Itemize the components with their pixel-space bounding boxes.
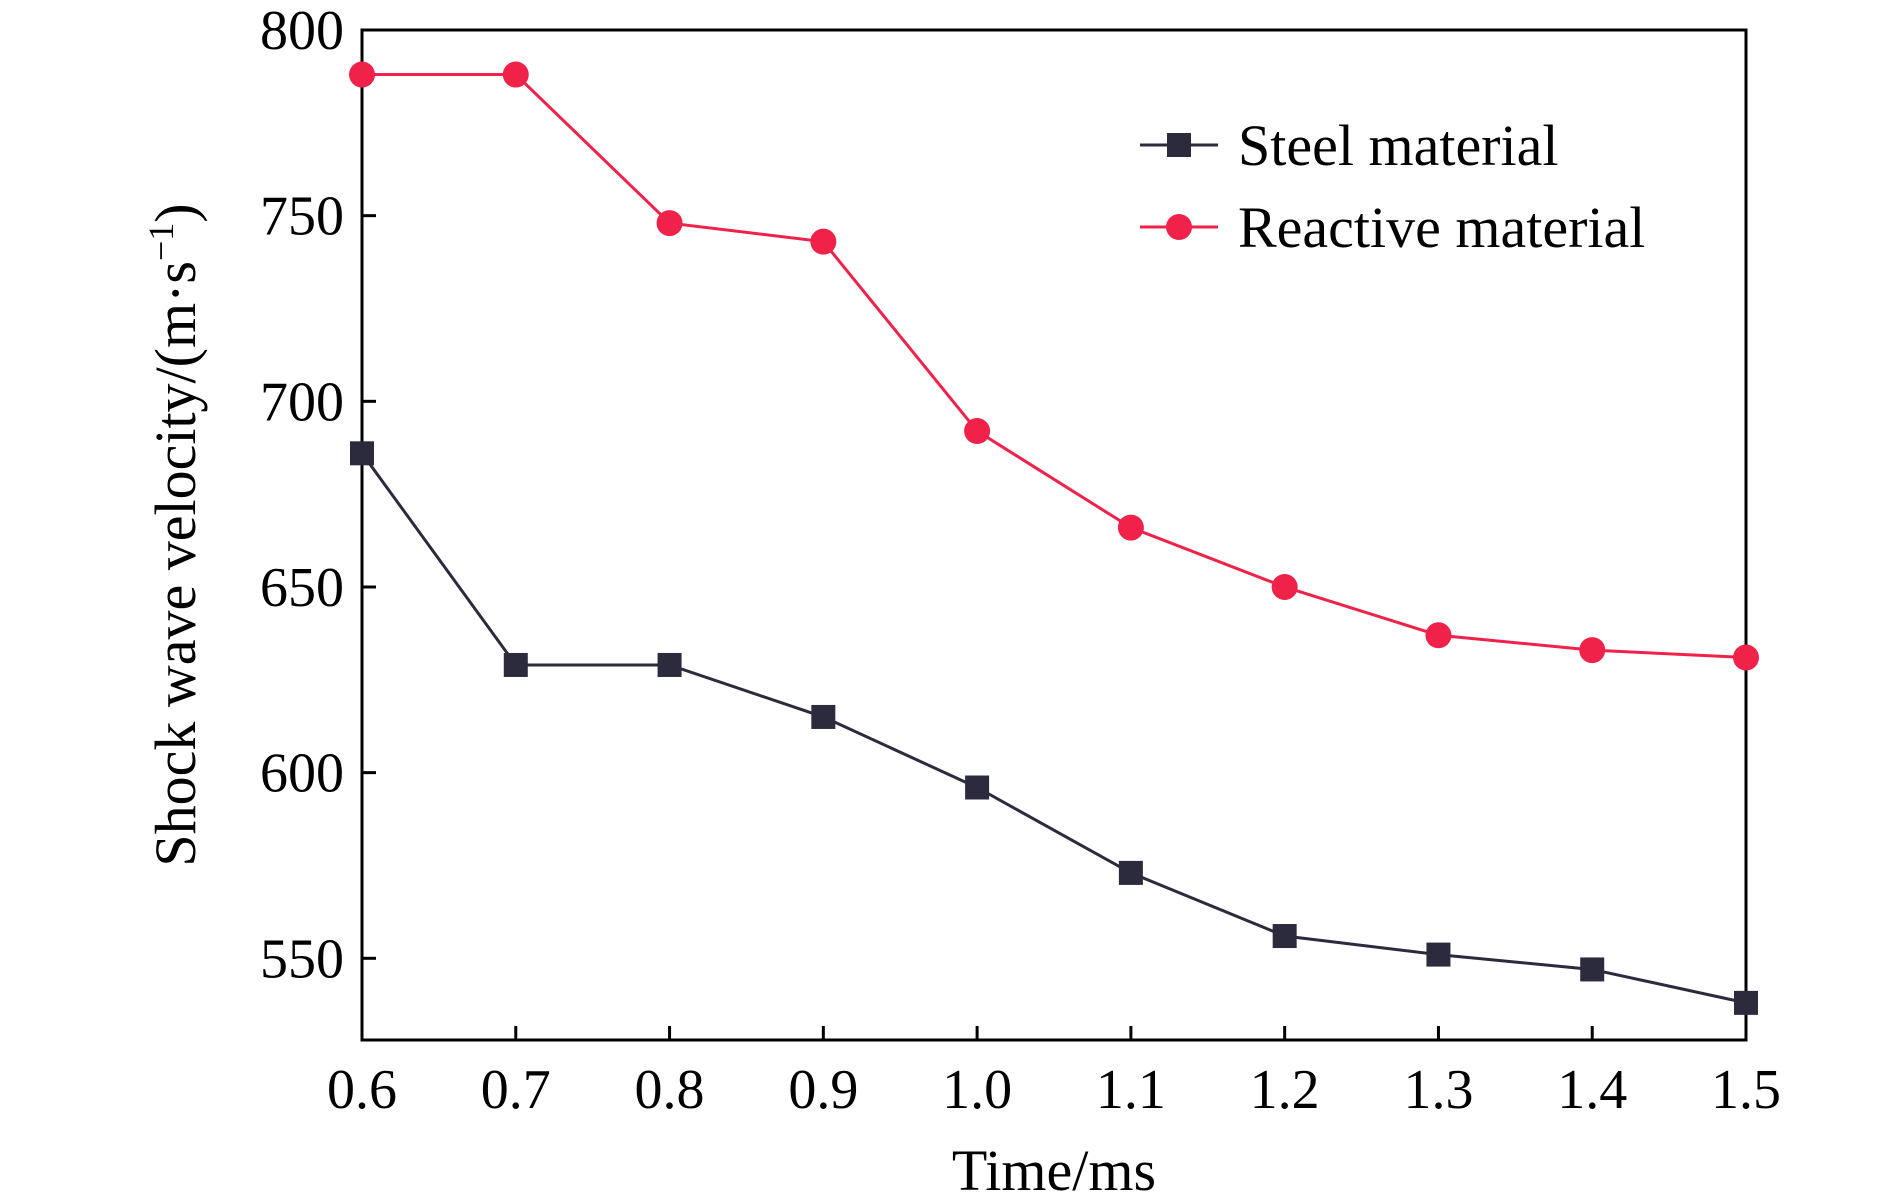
series-0-point-1: [503, 652, 528, 677]
series-1-point-3: [810, 228, 837, 255]
x-tick-label-4: 1.0: [942, 1059, 1012, 1121]
series-0-point-6: [1272, 924, 1297, 949]
x-tick-label-9: 1.5: [1711, 1059, 1781, 1121]
legend-marker-steel: [1167, 133, 1191, 157]
x-tick-label-6: 1.2: [1250, 1059, 1320, 1121]
y-axis-title: Shock wave velocity/(m·s−1): [141, 203, 208, 866]
series-0-point-2: [657, 652, 682, 677]
x-axis-ticks: 0.6 0.7 0.8 0.9 1.0 1.1 1.2 1.3 1.4 1.5: [327, 1026, 1781, 1121]
series-1-point-9: [1733, 644, 1759, 671]
series-0-point-9: [1734, 990, 1758, 1015]
legend-item-reactive: Reactive material: [1140, 195, 1645, 260]
x-tick-label-7: 1.3: [1403, 1059, 1473, 1121]
series-1-point-6: [1271, 573, 1298, 600]
y-axis-title-suffix: ): [143, 203, 208, 222]
y-tick-label-750: 750: [260, 186, 344, 248]
x-tick-label-8: 1.4: [1557, 1059, 1627, 1121]
y-axis-title-main: Shock wave velocity/(m·s: [143, 261, 208, 867]
series-1-point-0: [349, 61, 375, 88]
series-layer: [349, 61, 1759, 1015]
series-0-point-0: [350, 441, 374, 466]
x-axis-title: Time/ms: [952, 1138, 1156, 1203]
series-0-point-4: [965, 775, 990, 800]
series-1-point-5: [1117, 514, 1144, 541]
x-tick-label-5: 1.1: [1096, 1059, 1166, 1121]
series-1-point-4: [964, 418, 991, 445]
series-0-point-3: [811, 704, 836, 729]
x-tick-label-1: 0.7: [481, 1059, 551, 1121]
series-0-point-7: [1426, 942, 1451, 967]
legend-item-steel: Steel material: [1140, 113, 1558, 178]
y-tick-label-650: 650: [260, 557, 344, 619]
x-tick-label-2: 0.8: [635, 1059, 705, 1121]
series-line-0: [360, 452, 1747, 1005]
y-axis-ticks: 550 600 650 700 750 800: [260, 0, 376, 990]
legend-marker-reactive: [1166, 214, 1192, 240]
legend-label-reactive: Reactive material: [1238, 195, 1645, 260]
series-1-point-2: [656, 210, 683, 237]
legend-label-steel: Steel material: [1238, 113, 1558, 178]
series-0-point-8: [1580, 957, 1605, 982]
legend: Steel material Reactive material: [1140, 113, 1645, 260]
x-tick-label-0: 0.6: [327, 1059, 397, 1121]
y-tick-label-800: 800: [260, 0, 344, 62]
y-axis-title-superscript: −1: [141, 223, 181, 261]
series-0-point-5: [1118, 860, 1143, 885]
y-tick-label-600: 600: [260, 743, 344, 805]
x-tick-label-3: 0.9: [788, 1059, 858, 1121]
series-1-point-1: [502, 61, 529, 88]
series-1-point-8: [1579, 637, 1606, 664]
series-1-point-7: [1425, 622, 1452, 649]
series-line-1: [362, 73, 1747, 660]
y-tick-label-550: 550: [260, 928, 344, 990]
plot-frame: [360, 28, 1748, 1042]
y-tick-label-700: 700: [260, 371, 344, 433]
